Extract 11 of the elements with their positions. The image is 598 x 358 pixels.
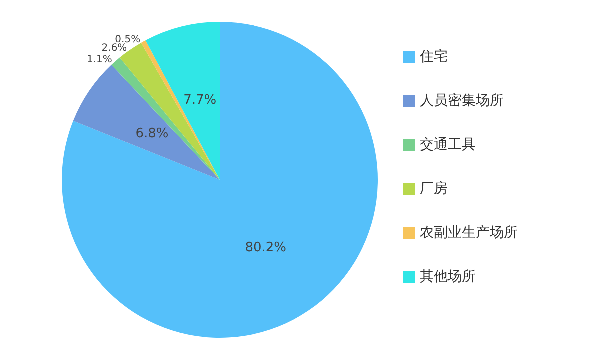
legend-label: 农副业生产场所 xyxy=(420,225,518,241)
legend-label: 人员密集场所 xyxy=(420,93,504,109)
data-label: 1.1% xyxy=(86,54,112,66)
legend-label: 其他场所 xyxy=(420,269,476,285)
legend-label: 住宅 xyxy=(419,49,448,65)
data-label: 6.8% xyxy=(136,126,169,142)
data-label: 80.2% xyxy=(245,240,287,256)
data-label: 7.7% xyxy=(184,92,217,108)
legend-label: 交通工具 xyxy=(420,137,476,153)
legend-label: 厂房 xyxy=(420,181,448,197)
data-label: 2.6% xyxy=(102,42,128,54)
